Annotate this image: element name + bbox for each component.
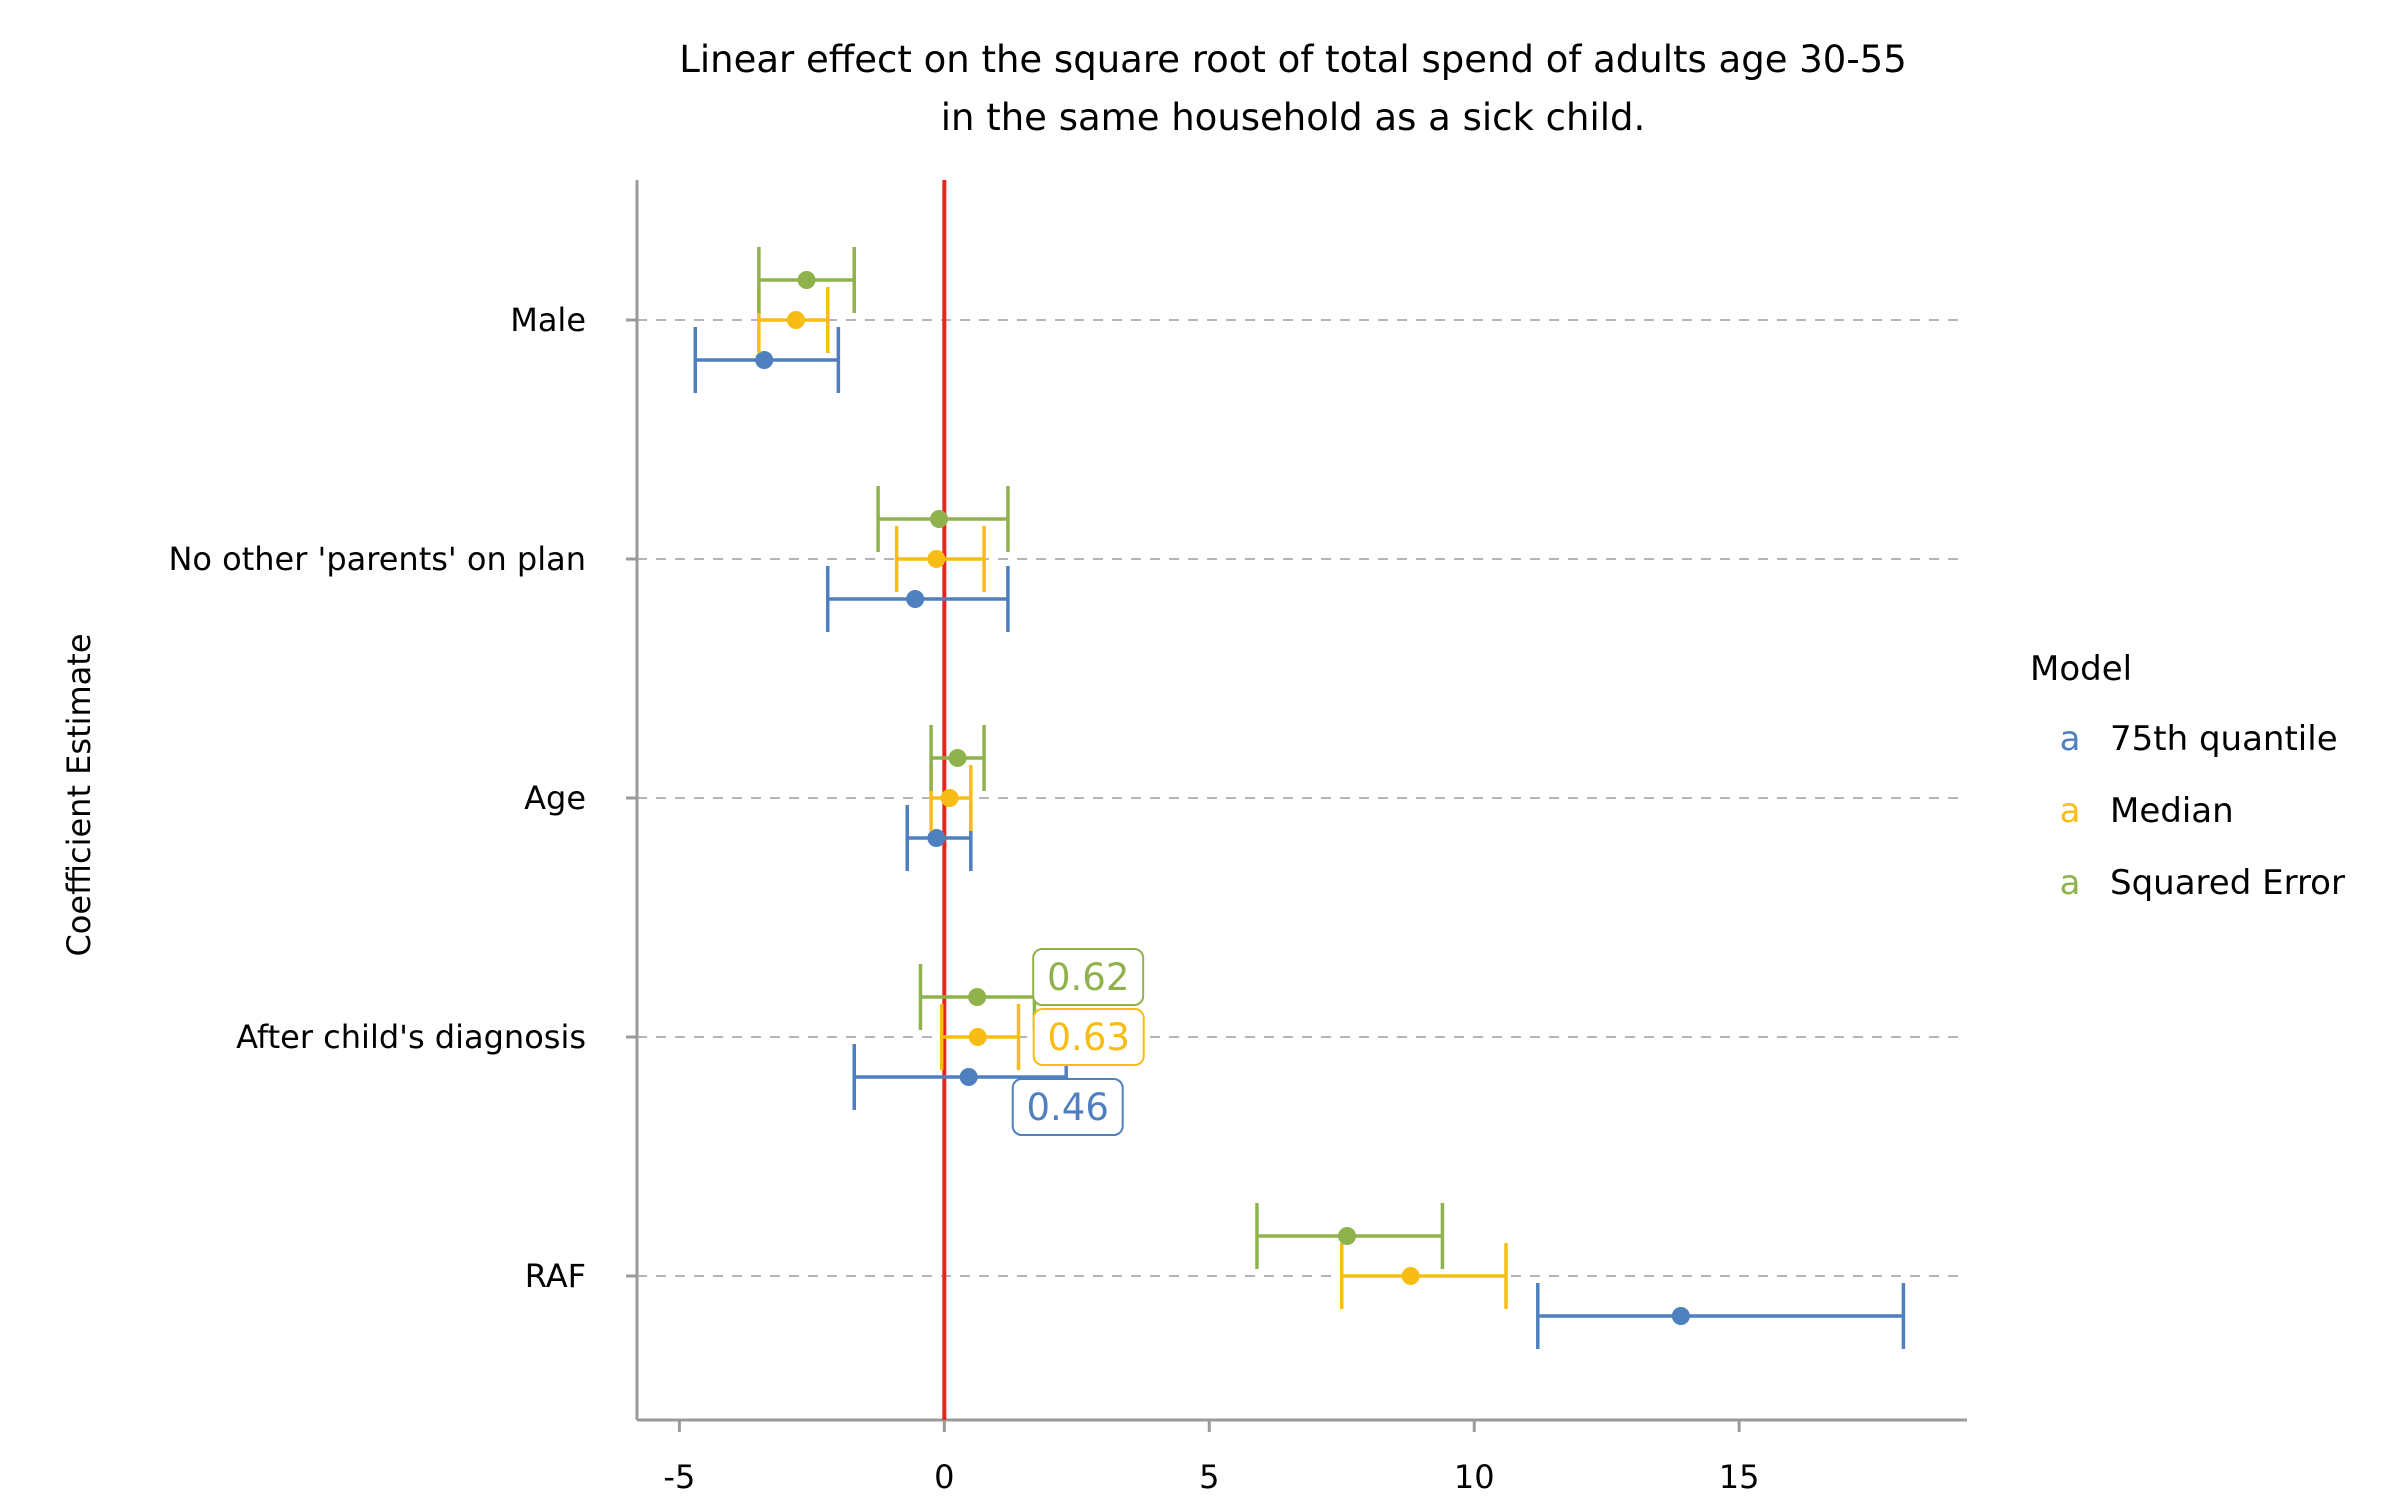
point-squared-error-no-other-parents-on-plan	[930, 510, 949, 528]
annotation-squared-error: 0.62	[1032, 948, 1145, 1006]
legend-label-median: Median	[2110, 791, 2234, 831]
value-annotations: 0.62 0.63 0.46	[1011, 948, 1145, 1136]
annotation-label-75th-quantile: 0.46	[1027, 1086, 1109, 1129]
point-squared-error-age	[948, 749, 967, 767]
error-bars	[693, 247, 1906, 1349]
legend-label-75th-quantile: 75th quantile	[2110, 719, 2338, 759]
annotation-median: 0.63	[1032, 1008, 1145, 1066]
legend-key-squared-error: a	[2060, 863, 2081, 903]
series-squared-error	[757, 247, 1445, 1269]
annotation-75th-quantile: 0.46	[1011, 1078, 1124, 1136]
legend-label-squared-error: Squared Error	[2110, 863, 2345, 903]
x-tick-label-5: 5	[1199, 1458, 1219, 1496]
annotation-box-median	[1032, 1008, 1145, 1066]
y-tick-label-after-child-s-diagnosis: After child's diagnosis	[236, 1018, 586, 1056]
point-75th-quantile-after-child-s-diagnosis	[959, 1068, 978, 1086]
legend-item-median: a Median	[2060, 791, 2234, 831]
point-median-age	[940, 789, 959, 807]
chart-title: Linear effect on the square root of tota…	[679, 38, 1907, 139]
x-tick-label--5: -5	[663, 1458, 695, 1496]
point-75th-quantile-age	[927, 829, 946, 847]
x-tick-label-15: 15	[1719, 1458, 1760, 1496]
gridlines	[637, 319, 1967, 1277]
annotation-box-squared-error	[1032, 948, 1145, 1006]
annotation-label-median: 0.63	[1048, 1016, 1130, 1059]
annotation-box-75th-quantile	[1011, 1078, 1124, 1136]
y-tick-label-age: Age	[524, 779, 586, 817]
point-squared-error-after-child-s-diagnosis	[968, 988, 987, 1006]
point-median-no-other-parents-on-plan	[927, 550, 946, 568]
y-axis-title: Coefficient Estimate	[60, 633, 98, 956]
axes	[635, 180, 1967, 1422]
y-tick-label-raf: RAF	[525, 1257, 586, 1295]
point-75th-quantile-male	[755, 351, 774, 369]
series-75th-quantile	[693, 327, 1906, 1349]
chart-title-line-1: Linear effect on the square root of tota…	[679, 38, 1907, 81]
axis-ticks: Male No other 'parents' on plan Age After c…	[168, 301, 1759, 1496]
legend-title: Model	[2030, 649, 2132, 689]
legend-item-75th-quantile: a 75th quantile	[2060, 719, 2338, 759]
legend-key-median: a	[2060, 791, 2081, 831]
chart-title-line-2: in the same household as a sick child.	[941, 96, 1646, 139]
point-75th-quantile-no-other-parents-on-plan	[906, 590, 925, 608]
legend-item-squared-error: a Squared Error	[2060, 863, 2345, 903]
annotation-label-squared-error: 0.62	[1047, 956, 1129, 999]
point-median-male	[786, 311, 805, 329]
y-tick-label-no-other-parents-on-plan: No other 'parents' on plan	[168, 540, 586, 578]
point-median-after-child-s-diagnosis	[968, 1028, 987, 1046]
legend-key-75th-quantile: a	[2060, 719, 2081, 759]
point-75th-quantile-raf	[1671, 1307, 1690, 1325]
x-tick-label-0: 0	[934, 1458, 954, 1496]
x-tick-label-10: 10	[1454, 1458, 1495, 1496]
point-squared-error-raf	[1338, 1227, 1357, 1245]
point-squared-error-male	[797, 271, 816, 289]
y-tick-label-male: Male	[510, 301, 586, 339]
point-median-raf	[1401, 1267, 1420, 1285]
